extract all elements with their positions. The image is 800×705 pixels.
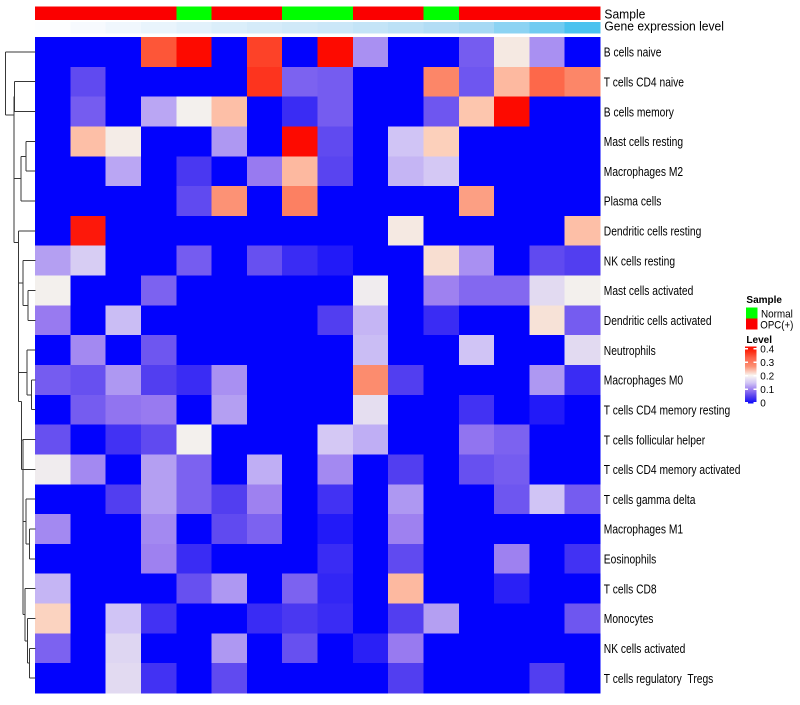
svg-text:Mast cells activated: Mast cells activated [604,284,694,298]
svg-text:Macrophages M1: Macrophages M1 [604,523,683,537]
svg-text:T cells CD8: T cells CD8 [604,582,657,596]
svg-text:0.3: 0.3 [760,358,774,369]
svg-text:0.4: 0.4 [760,344,774,355]
svg-text:NK cells resting: NK cells resting [604,254,675,268]
svg-text:Mast cells resting: Mast cells resting [604,135,683,149]
svg-text:T cells regulatory Tregs: T cells regulatory Tregs [604,672,714,686]
svg-text:Macrophages M2: Macrophages M2 [604,165,683,179]
svg-text:Monocytes: Monocytes [604,612,654,626]
svg-text:Dendritic cells resting: Dendritic cells resting [604,224,702,238]
svg-text:OPC(+): OPC(+) [760,320,793,332]
svg-text:T cells CD4 naive: T cells CD4 naive [604,75,684,89]
svg-text:0.2: 0.2 [760,371,774,382]
svg-text:Plasma cells: Plasma cells [604,195,662,209]
svg-text:Sample: Sample [746,295,782,306]
svg-text:T cells CD4 memory resting: T cells CD4 memory resting [604,403,730,417]
svg-text:Sample: Sample [604,7,645,21]
svg-text:Level: Level [746,335,772,346]
svg-text:T cells follicular helper: T cells follicular helper [604,433,705,447]
svg-text:Dendritic cells activated: Dendritic cells activated [604,314,712,328]
svg-text:Gene expression level: Gene expression level [604,19,724,33]
svg-text:Macrophages M0: Macrophages M0 [604,374,684,388]
svg-text:B cells naive: B cells naive [604,46,662,60]
svg-text:T cells CD4 memory activated: T cells CD4 memory activated [604,463,741,477]
svg-text:Neutrophils: Neutrophils [604,344,656,358]
svg-text:Normal: Normal [761,309,793,321]
svg-text:Eosinophils: Eosinophils [604,552,657,566]
svg-text:0.1: 0.1 [760,385,774,396]
svg-text:T cells gamma delta: T cells gamma delta [604,493,696,507]
svg-text:0: 0 [760,398,766,409]
svg-text:B cells memory: B cells memory [604,105,674,119]
svg-text:NK cells activated: NK cells activated [604,642,686,656]
